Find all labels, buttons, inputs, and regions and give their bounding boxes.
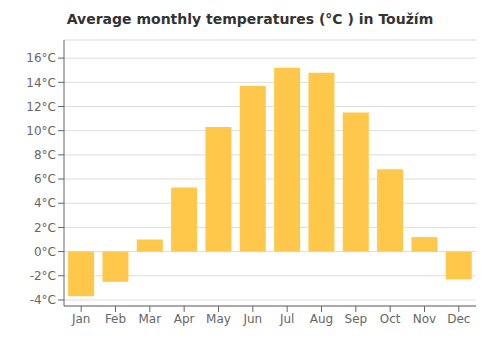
svg-text:Mar: Mar (139, 312, 162, 326)
svg-text:Aug: Aug (310, 312, 333, 326)
svg-text:2°C: 2°C (34, 221, 56, 235)
svg-text:12°C: 12°C (26, 100, 56, 114)
svg-text:6°C: 6°C (34, 172, 56, 186)
svg-text:-2°C: -2°C (30, 269, 56, 283)
svg-text:Sep: Sep (345, 312, 368, 326)
svg-text:Jul: Jul (279, 312, 294, 326)
svg-text:Oct: Oct (380, 312, 401, 326)
svg-text:0°C: 0°C (34, 245, 56, 259)
svg-text:Jun: Jun (242, 312, 262, 326)
svg-text:4°C: 4°C (34, 196, 56, 210)
svg-text:Nov: Nov (413, 312, 436, 326)
svg-text:10°C: 10°C (26, 124, 56, 138)
svg-text:May: May (206, 312, 231, 326)
svg-text:16°C: 16°C (26, 51, 56, 65)
svg-text:14°C: 14°C (26, 76, 56, 90)
svg-text:Feb: Feb (105, 312, 126, 326)
svg-text:Jan: Jan (71, 312, 91, 326)
svg-text:-4°C: -4°C (30, 293, 56, 307)
svg-text:Dec: Dec (447, 312, 470, 326)
html-text:Average monthly temperatures (: Average monthly temperatures (°C ) in To… (66, 11, 434, 27)
svg-text:Apr: Apr (174, 312, 195, 326)
svg-text:8°C: 8°C (34, 148, 56, 162)
